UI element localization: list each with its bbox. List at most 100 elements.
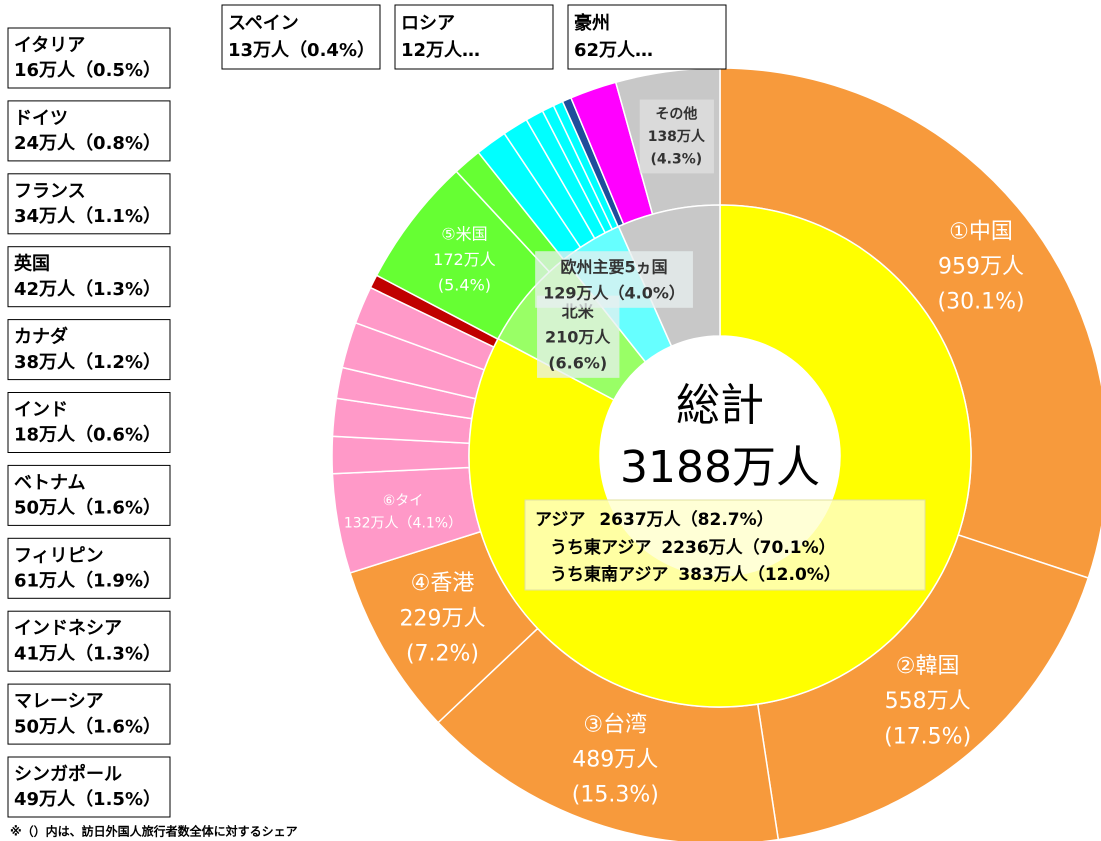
segment-label: ②韓国 558万人 (17.5%) xyxy=(884,654,971,749)
label-line: (15.3%) xyxy=(572,783,659,808)
legend-box: インドネシア 41万人（1.3%） xyxy=(7,610,171,672)
label-part: 210万人 xyxy=(545,327,611,346)
legend-part: （1.5%） xyxy=(75,789,161,810)
legend-part: （0.4%） xyxy=(289,40,375,61)
annotation-line: うち東南アジア 383万人（12.0%） xyxy=(550,564,841,585)
label-line: 558万人 xyxy=(885,689,971,714)
label-line: 欧州主要5ヵ国 xyxy=(560,257,667,276)
legend-part: （0.8%） xyxy=(75,133,161,154)
legend-box: インド 18万人（0.6%） xyxy=(7,392,171,453)
legend-line: カナダ xyxy=(14,326,68,348)
footnote: ※（）内は、訪日外国人旅行者数全体に対するシェア xyxy=(10,824,298,839)
legend-part: （1.2%） xyxy=(75,352,161,373)
label-line: (30.1%) xyxy=(938,290,1025,315)
label-part: ②韓国 xyxy=(896,654,960,679)
legend-box: スペイン 13万人（0.4%） xyxy=(221,4,381,70)
label-part: 129万人 xyxy=(543,283,609,302)
label-line: 229万人 xyxy=(399,606,485,631)
legend-frame xyxy=(394,4,554,70)
legend-box: カナダ 38万人（1.2%） xyxy=(7,319,171,381)
legend-line: 61万人（1.9%） xyxy=(14,571,161,592)
label-background xyxy=(535,251,693,308)
legend-part: （1.1%） xyxy=(75,206,161,227)
annotation-part: （82.7%） xyxy=(681,509,774,530)
annotation-part: 383万人 xyxy=(678,565,748,585)
label-background xyxy=(537,295,620,378)
legend-part: ロシア xyxy=(401,13,455,34)
label-line: (6.6%) xyxy=(548,353,607,372)
legend-line: 38万人（1.2%） xyxy=(14,352,161,373)
legend-part: （1.3%） xyxy=(75,643,161,664)
label-line: 489万人 xyxy=(572,747,658,772)
legend-part: イタリア xyxy=(14,35,85,56)
legend-part: 41万人 xyxy=(14,643,76,664)
legend-line: 62万人… xyxy=(574,40,653,61)
annotation-part: アジア xyxy=(535,510,585,530)
legend-line: 16万人（0.5%） xyxy=(14,60,161,81)
legend-part: ベトナム xyxy=(14,472,85,493)
legend-part: 13万人 xyxy=(228,40,290,61)
label-line: 132万人（4.1%） xyxy=(344,516,462,532)
legend-part: 50万人 xyxy=(14,498,76,519)
label-line: (5.4%) xyxy=(438,275,491,294)
label-line: 138万人 xyxy=(648,128,706,145)
center-total: 3188万人 xyxy=(620,442,820,493)
legend-box: 豪州 62万人… xyxy=(567,4,727,70)
legend-part: （1.6%） xyxy=(75,716,161,737)
legend-line: ドイツ xyxy=(14,108,68,129)
legend-box: マレーシア 50万人（1.6%） xyxy=(7,683,171,745)
annotation-part: うち東南アジア xyxy=(550,564,668,585)
segment-label: ①中国 959万人 (30.1%) xyxy=(938,219,1025,314)
label-part: 欧州主要5ヵ国 xyxy=(560,257,667,276)
label-line: (4.3%) xyxy=(651,151,703,167)
legend-part: 34万人 xyxy=(14,206,76,227)
label-line: ④香港 xyxy=(411,571,475,596)
legend-frame xyxy=(7,246,171,308)
annotation-line: うち東アジア 2236万人（70.1%） xyxy=(550,537,836,558)
legend-box: ドイツ 24万人（0.8%） xyxy=(7,100,171,162)
annotation-part: （70.1%） xyxy=(743,537,836,558)
legend-line: ベトナム xyxy=(14,472,85,493)
legend-line: ロシア xyxy=(401,13,455,34)
legend-part: 18万人 xyxy=(14,425,76,446)
label-part: (7.2%) xyxy=(406,641,479,666)
legend-box: 英国 42万人（1.3%） xyxy=(7,246,171,308)
legend-line: フランス xyxy=(14,181,86,202)
legend-line: スペイン xyxy=(228,13,299,34)
label-part: (4.3%) xyxy=(651,151,703,167)
label-part: （4.0%） xyxy=(609,283,685,302)
legend-part: フランス xyxy=(14,181,86,202)
legend-box: シンガポール 49万人（1.5%） xyxy=(7,756,171,818)
legend-part: フィリピン xyxy=(14,545,104,566)
legend-line: 50万人（1.6%） xyxy=(14,498,161,519)
legend-part: 62万人… xyxy=(574,40,653,61)
annotation-part: 2236万人 xyxy=(661,538,743,558)
legend-frame xyxy=(7,27,171,89)
legend-part: 豪州 xyxy=(574,12,610,34)
legend-part: 24万人 xyxy=(14,133,76,154)
label-line: ②韓国 xyxy=(896,654,960,679)
legend-line: 英国 xyxy=(13,253,50,275)
legend-part: 42万人 xyxy=(14,279,76,300)
legend-frame xyxy=(7,173,171,235)
legend-box: イタリア 16万人（0.5%） xyxy=(7,27,171,89)
label-part: その他 xyxy=(655,106,697,123)
legend-line: イタリア xyxy=(14,35,85,56)
label-part: 959万人 xyxy=(938,254,1024,279)
legend-part: マレーシア xyxy=(14,691,104,712)
label-part: (17.5%) xyxy=(884,724,971,749)
legend-part: （1.6%） xyxy=(75,498,161,519)
legend-part: （0.5%） xyxy=(75,60,161,81)
label-part: ⑥タイ xyxy=(383,493,424,509)
segment-label: その他 138万人 (4.3%) xyxy=(639,99,714,174)
center-title: 総計 xyxy=(676,380,764,431)
annotation-part: うち東アジア xyxy=(550,537,651,558)
label-part: ①中国 xyxy=(949,219,1013,244)
legend-part: 61万人 xyxy=(14,571,76,592)
label-part: （4.1%） xyxy=(399,516,463,532)
legend-line: マレーシア xyxy=(14,691,104,712)
annotation-part: （12.0%） xyxy=(748,564,841,585)
label-part: (6.6%) xyxy=(548,353,607,372)
label-line: ①中国 xyxy=(949,219,1013,244)
